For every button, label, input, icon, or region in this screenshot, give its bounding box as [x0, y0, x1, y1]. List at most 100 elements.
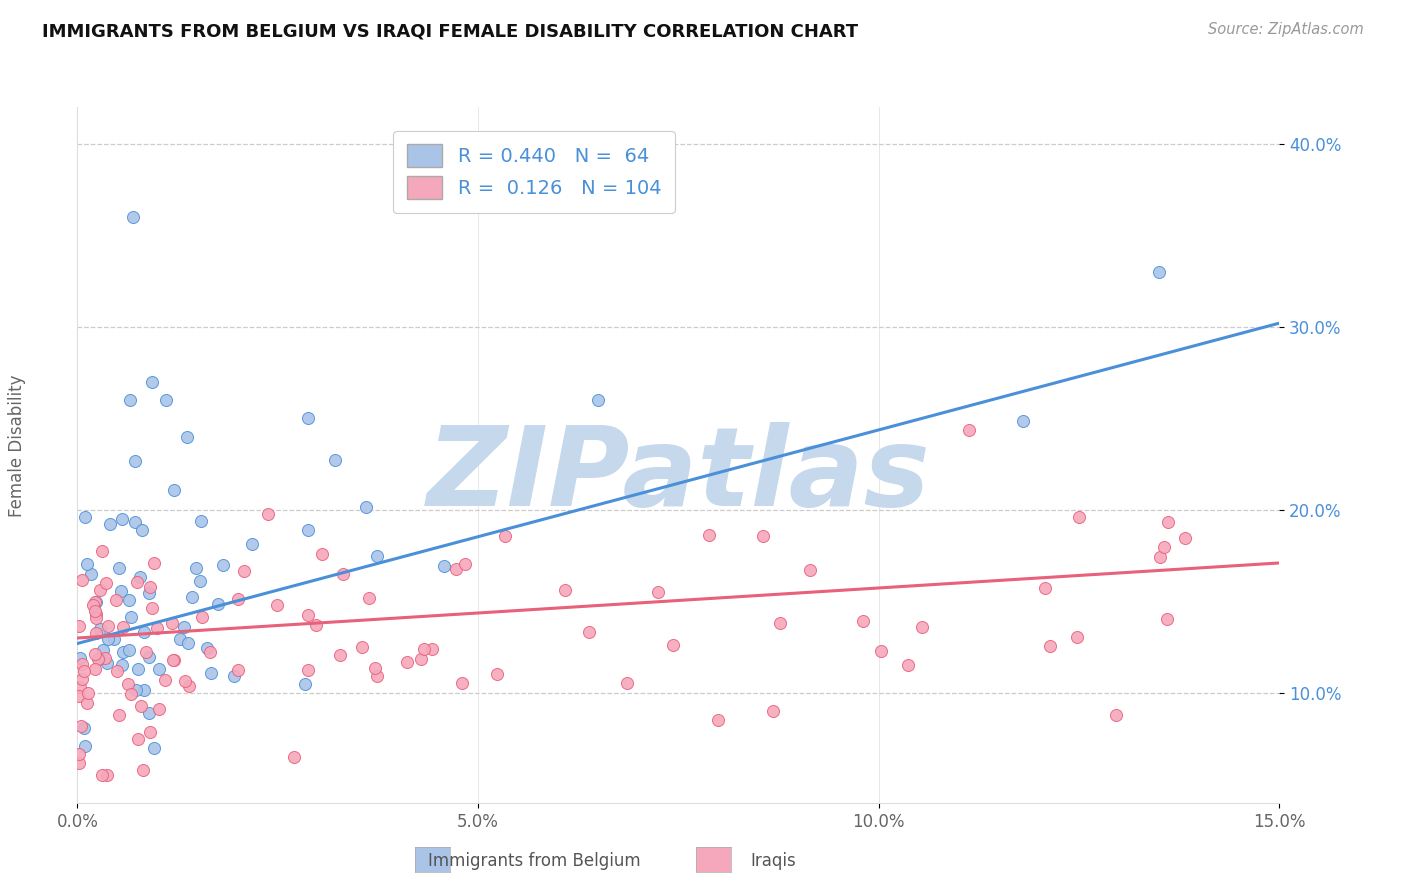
Point	[89, 582, 111, 597]
Point	[413, 642, 436, 657]
Point	[297, 411, 319, 425]
Point	[332, 566, 354, 581]
Point	[350, 640, 373, 655]
Point	[135, 645, 157, 659]
Point	[69, 680, 91, 694]
Point	[125, 574, 148, 589]
Point	[294, 677, 316, 691]
Point	[89, 652, 111, 666]
Point	[1066, 630, 1088, 644]
Point	[108, 708, 131, 723]
Point	[72, 657, 94, 672]
Point	[142, 557, 165, 571]
Point	[120, 392, 142, 407]
Point	[283, 750, 305, 764]
Point	[134, 624, 156, 639]
Point	[108, 561, 131, 575]
Point	[870, 644, 893, 658]
Point	[148, 663, 170, 677]
Point	[173, 673, 195, 688]
Text: Iraqis: Iraqis	[751, 852, 796, 870]
Point	[124, 515, 146, 529]
Point	[127, 663, 149, 677]
Point	[139, 580, 162, 594]
Point	[212, 558, 235, 573]
Point	[1149, 265, 1171, 279]
Point	[67, 756, 90, 770]
Point	[162, 653, 184, 667]
Point	[87, 651, 110, 665]
Point	[83, 595, 105, 609]
Point	[266, 599, 288, 613]
Point	[240, 537, 263, 551]
Point	[96, 768, 118, 782]
Point	[180, 591, 202, 605]
Point	[67, 619, 90, 633]
Point	[84, 662, 107, 676]
Point	[454, 557, 477, 571]
Point	[111, 511, 134, 525]
Point	[73, 739, 96, 754]
Point	[297, 523, 319, 537]
Point	[94, 576, 117, 591]
Text: Immigrants from Belgium: Immigrants from Belgium	[427, 852, 641, 870]
Point	[163, 653, 186, 667]
Point	[84, 626, 107, 640]
Point	[138, 649, 160, 664]
Point	[112, 645, 135, 659]
Point	[411, 652, 433, 666]
Legend: R = 0.440   N =  64, R =  0.126   N = 104: R = 0.440 N = 64, R = 0.126 N = 104	[394, 130, 675, 212]
Point	[142, 740, 165, 755]
Point	[357, 591, 380, 605]
Point	[131, 523, 153, 537]
Point	[395, 655, 418, 669]
Point	[485, 666, 508, 681]
Point	[146, 621, 169, 635]
Point	[97, 632, 120, 646]
Point	[103, 632, 125, 646]
Point	[96, 656, 118, 670]
Point	[91, 643, 114, 657]
Point	[354, 500, 377, 515]
Point	[89, 622, 111, 636]
Point	[132, 682, 155, 697]
Point	[82, 598, 104, 612]
Point	[195, 641, 218, 656]
Point	[139, 725, 162, 739]
Point	[76, 557, 98, 571]
Point	[110, 583, 132, 598]
Point	[1105, 708, 1128, 723]
Point	[120, 609, 142, 624]
Point	[190, 514, 212, 528]
Point	[105, 592, 128, 607]
Point	[121, 210, 143, 224]
Point	[699, 528, 721, 542]
Point	[69, 651, 91, 665]
Point	[366, 549, 388, 564]
Point	[80, 567, 103, 582]
Point	[77, 686, 100, 700]
Point	[67, 747, 90, 762]
Point	[198, 645, 221, 659]
Point	[222, 668, 245, 682]
Point	[188, 574, 211, 589]
Point	[163, 483, 186, 497]
Point	[169, 632, 191, 647]
Point	[1012, 414, 1035, 428]
Point	[588, 392, 610, 407]
Point	[155, 673, 177, 688]
Point	[762, 704, 785, 718]
Point	[73, 510, 96, 524]
Point	[73, 721, 96, 735]
Point	[364, 661, 387, 675]
Point	[86, 595, 108, 609]
Point	[91, 768, 114, 782]
Point	[186, 561, 208, 575]
Point	[138, 585, 160, 599]
Point	[207, 597, 229, 611]
Point	[957, 423, 980, 437]
Point	[176, 429, 198, 443]
Point	[91, 544, 114, 558]
Point	[105, 664, 128, 678]
Text: IMMIGRANTS FROM BELGIUM VS IRAQI FEMALE DISABILITY CORRELATION CHART: IMMIGRANTS FROM BELGIUM VS IRAQI FEMALE …	[42, 22, 858, 40]
